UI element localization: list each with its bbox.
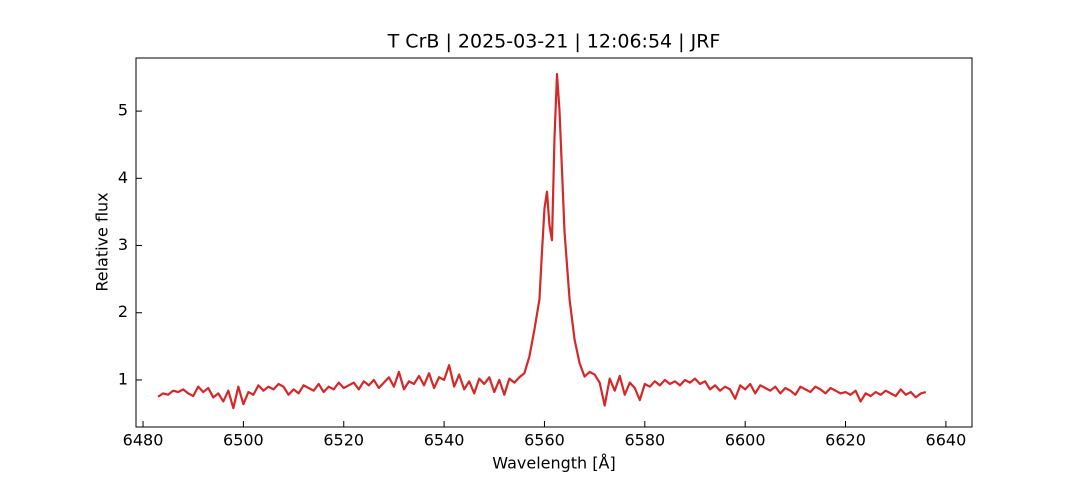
x-tick-label: 6520: [323, 431, 364, 450]
chart-title: T CrB | 2025-03-21 | 12:06:54 | JRF: [387, 31, 721, 53]
spectrum-line: [157, 73, 927, 410]
y-tick-label: 4: [118, 168, 128, 187]
y-axis-label: Relative flux: [93, 192, 112, 291]
x-tick-label: 6480: [123, 431, 164, 450]
x-tick-label: 6540: [424, 431, 465, 450]
y-tick-label: 2: [118, 302, 128, 321]
x-tick-label: 6620: [825, 431, 866, 450]
plot-frame: [135, 57, 973, 428]
y-tick-label: 3: [118, 235, 128, 254]
x-tick-label: 6580: [624, 431, 665, 450]
x-tick-label: 6500: [223, 431, 264, 450]
x-tick-label: 6600: [725, 431, 766, 450]
y-tick-label: 1: [118, 369, 128, 388]
x-tick-label: 6640: [926, 431, 967, 450]
x-axis-label: Wavelength [Å]: [492, 454, 615, 473]
y-tick-label: 5: [118, 101, 128, 120]
x-tick-label: 6560: [524, 431, 565, 450]
